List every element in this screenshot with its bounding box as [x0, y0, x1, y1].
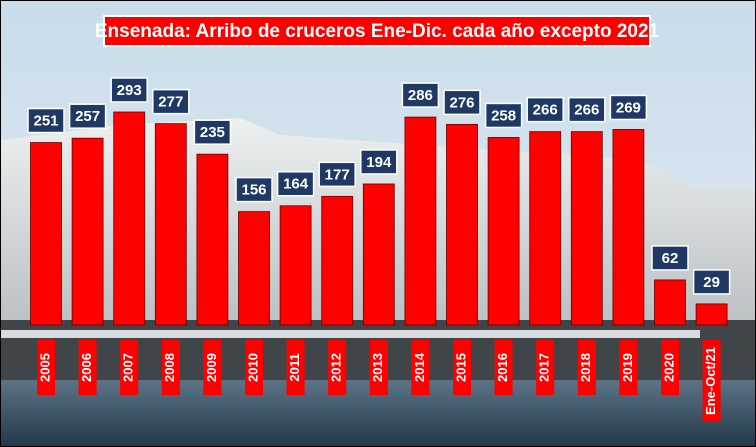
- value-label: 194: [366, 154, 392, 171]
- category-label-box: [536, 340, 555, 395]
- value-label-box: [484, 102, 523, 129]
- bar: [196, 153, 229, 326]
- value-label: 29: [703, 274, 720, 291]
- category-label-box: [286, 340, 305, 395]
- category-label-box: [161, 340, 180, 395]
- value-label: 266: [574, 102, 599, 119]
- value-label: 177: [325, 166, 350, 183]
- x-tick-label: 2005: [37, 353, 52, 382]
- bar: [570, 131, 603, 326]
- x-tick-label: 2017: [537, 353, 552, 382]
- x-tick-label: 2015: [453, 353, 468, 382]
- chart-title: Ensenada: Arribo de cruceros Ene-Dic. ca…: [95, 21, 660, 42]
- value-label-box: [568, 96, 606, 123]
- bar: [362, 183, 395, 326]
- category-label-box: [453, 340, 471, 395]
- bar: [612, 129, 645, 326]
- bar: [30, 142, 62, 326]
- bar: [446, 123, 478, 326]
- x-tick-label: 2008: [162, 353, 177, 382]
- bar: [695, 303, 728, 326]
- value-label: 251: [33, 113, 58, 130]
- value-label-box: [68, 103, 107, 129]
- x-tick-label: 2014: [412, 352, 427, 382]
- category-label-box: [203, 340, 222, 395]
- category-label-box: [577, 340, 596, 395]
- x-tick-label: 2011: [287, 353, 302, 381]
- value-label: 276: [449, 94, 474, 111]
- value-label-box: [110, 77, 148, 103]
- bar: [654, 279, 686, 326]
- value-label: 266: [533, 102, 558, 119]
- value-label-box: [609, 94, 648, 121]
- bar: [71, 137, 104, 326]
- category-label-box: [78, 340, 97, 395]
- bar: [404, 116, 437, 326]
- bar: [113, 111, 146, 326]
- x-tick-label: 2009: [204, 353, 219, 382]
- category-label-box: [120, 340, 139, 395]
- value-label: 286: [408, 87, 433, 104]
- value-label: 62: [662, 250, 679, 267]
- category-label-box: [245, 340, 263, 395]
- bar: [321, 195, 354, 326]
- value-label: 269: [616, 99, 641, 116]
- value-label-box: [401, 82, 440, 108]
- category-label-box: [369, 340, 388, 395]
- category-label-box: [619, 340, 638, 395]
- value-label: 164: [283, 176, 309, 193]
- x-tick-label: Ene-Oct/21: [703, 347, 718, 415]
- x-tick-label: 2006: [79, 353, 94, 382]
- bar: [529, 131, 562, 326]
- x-tick-label: 2018: [578, 353, 593, 382]
- bar: [487, 137, 520, 326]
- value-label: 156: [241, 182, 266, 199]
- bar: [279, 205, 312, 326]
- bar: [154, 123, 187, 326]
- category-label-box: [37, 340, 55, 395]
- value-label-box: [152, 88, 190, 115]
- x-tick-label: 2019: [620, 353, 635, 382]
- bar: [238, 211, 270, 326]
- value-label: 293: [117, 82, 142, 99]
- value-label-box: [235, 176, 273, 203]
- value-label-box: [651, 245, 689, 271]
- value-label-box: [692, 269, 731, 295]
- category-label-box: [661, 340, 679, 395]
- title-box: Ensenada: Arribo de cruceros Ene-Dic. ca…: [95, 15, 660, 47]
- category-label-box: [411, 340, 430, 395]
- value-label-box: [193, 119, 232, 145]
- value-label: 257: [75, 108, 100, 125]
- value-label-box: [360, 149, 398, 175]
- value-label-box: [443, 89, 481, 116]
- value-label-box: [27, 107, 65, 134]
- category-label-box: [702, 340, 721, 422]
- value-label-box: [526, 96, 564, 123]
- x-tick-label: 2016: [495, 353, 510, 382]
- value-label: 258: [491, 107, 516, 124]
- x-tick-label: 2010: [245, 353, 260, 382]
- x-tick-label: 2012: [329, 353, 344, 382]
- x-tick-label: 2013: [370, 353, 385, 382]
- x-tick-label: 2020: [661, 353, 676, 382]
- value-label-box: [276, 171, 315, 197]
- category-label-box: [494, 340, 513, 395]
- value-label: 277: [158, 94, 183, 111]
- value-label-box: [318, 161, 356, 188]
- x-tick-label: 2007: [121, 353, 136, 382]
- category-label-box: [328, 340, 347, 395]
- value-label: 235: [200, 124, 225, 141]
